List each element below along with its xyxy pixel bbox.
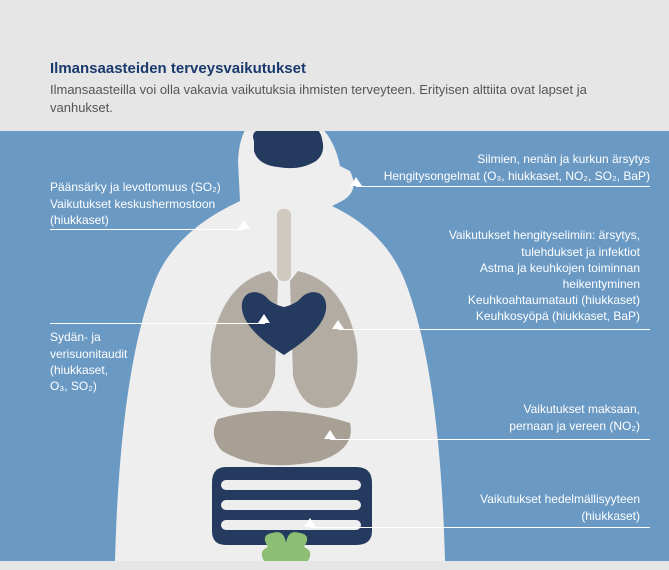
label-brain: Päänsärky ja levottomuus (SO₂) Vaikutuks…: [50, 179, 250, 228]
label-text: Keuhkoahtaumatauti (hiukkaset): [468, 293, 640, 307]
label-repro: Vaikutukset hedelmällisyyteen (hiukkaset…: [450, 491, 640, 523]
pointer-line: [330, 439, 650, 440]
label-text: (hiukkaset,: [50, 363, 108, 377]
label-text: Hengitysongelmat (O₃, hiukkaset, NO₂, SO…: [384, 169, 650, 183]
header: Ilmansaasteiden terveysvaikutukset Ilman…: [0, 0, 669, 131]
pointer-line: [50, 323, 265, 324]
label-liver: Vaikutukset maksaan, pernaan ja vereen (…: [470, 401, 640, 433]
pointer-arrow-icon: [304, 518, 316, 527]
anatomy-figure: Päänsärky ja levottomuus (SO₂) Vaikutuks…: [0, 131, 669, 561]
pointer-arrow-icon: [258, 314, 270, 323]
brain-icon: [253, 131, 323, 168]
label-text: tulehdukset ja infektiot: [521, 245, 640, 259]
page-subtitle: Ilmansaasteilla voi olla vakavia vaikutu…: [50, 81, 619, 117]
pointer-arrow-icon: [332, 320, 344, 329]
pointer-line: [338, 329, 650, 330]
label-text: Vaikutukset hedelmällisyyteen: [480, 492, 640, 506]
pointer-line: [50, 229, 245, 230]
label-text: Vaikutukset keskushermostoon: [50, 197, 215, 211]
label-text: Sydän- ja: [50, 330, 101, 344]
pointer-arrow-icon: [350, 177, 362, 186]
label-text: Astma ja keuhkojen toiminnan: [480, 261, 640, 275]
label-text: Vaikutukset hengityselimiin: ärsytys,: [449, 228, 640, 242]
label-text: O₃, SO₂): [50, 379, 97, 393]
pointer-arrow-icon: [238, 220, 250, 229]
label-text: pernaan ja vereen (NO₂): [509, 419, 640, 433]
label-text: heikentyminen: [563, 277, 640, 291]
label-text: (hiukkaset): [581, 509, 640, 523]
page-title: Ilmansaasteiden terveysvaikutukset: [50, 60, 619, 77]
trachea-icon: [277, 209, 291, 281]
label-text: verisuonitaudit: [50, 347, 127, 361]
label-text: Päänsärky ja levottomuus (SO₂): [50, 180, 221, 194]
pointer-line: [310, 527, 650, 528]
pointer-arrow-icon: [324, 430, 336, 439]
label-text: Vaikutukset maksaan,: [523, 402, 640, 416]
label-lungs: Vaikutukset hengityselimiin: ärsytys, tu…: [400, 227, 640, 324]
label-text: Keuhkosyöpä (hiukkaset, BaP): [476, 309, 640, 323]
label-text: (hiukkaset): [50, 213, 109, 227]
label-heart: Sydän- ja verisuonitaudit (hiukkaset, O₃…: [50, 329, 170, 394]
label-text: Silmien, nenän ja kurkun ärsytys: [477, 152, 650, 166]
pointer-line: [356, 186, 650, 187]
label-eyes: Silmien, nenän ja kurkun ärsytys Hengity…: [380, 151, 650, 183]
